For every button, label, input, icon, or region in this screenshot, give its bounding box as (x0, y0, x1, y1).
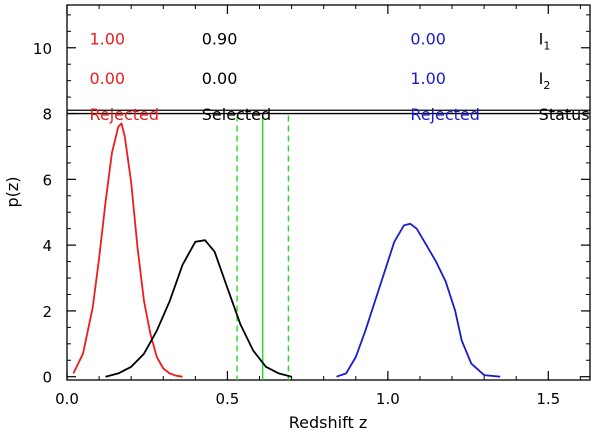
table-cell: 1.00 (89, 29, 125, 48)
selection-lines (236, 115, 290, 380)
plot-border (66, 4, 591, 381)
table-row-label: I2 (539, 69, 551, 92)
y-tick-label: 0 (42, 369, 52, 387)
y-tick-label: 10 (33, 40, 52, 58)
table-cell: 0.00 (89, 69, 125, 88)
pdf-curve-1 (72, 122, 183, 378)
x-tick-label: 1.0 (376, 390, 400, 408)
row-label-subscript: 1 (543, 39, 550, 52)
axis-ticks: 0.0 0.5 1.0 1.5 0 2 4 6 8 10 (33, 5, 590, 408)
plot-frame (66, 4, 591, 381)
table-cell: 0.00 (410, 29, 446, 48)
axis-labels: Redshift z p(z) (3, 176, 367, 432)
y-tick-label: 6 (42, 171, 52, 189)
table-cell: 1.00 (410, 69, 446, 88)
table-cell: Rejected (410, 105, 480, 124)
x-axis-label: Redshift z (289, 413, 367, 432)
y-tick-label: 4 (42, 237, 52, 255)
table-separator (67, 109, 590, 115)
row-label-base: Status (539, 105, 590, 124)
pdf-curves (72, 122, 501, 378)
table-cell: Selected (202, 105, 271, 124)
table-row-label: I1 (539, 29, 551, 52)
y-axis-label: p(z) (3, 176, 22, 207)
status-table: 1.00 0.00 Rejected 0.90 0.00 Selected 0.00 1.00… (89, 29, 589, 124)
x-tick-label: 1.5 (536, 390, 560, 408)
y-tick-label: 8 (42, 106, 52, 124)
row-label-base: I (539, 69, 544, 88)
row-label-base: I (539, 29, 544, 48)
x-tick-label: 0.0 (55, 390, 79, 408)
pdf-curve-3 (336, 222, 501, 378)
table-cell: 0.90 (202, 29, 238, 48)
table-cell: 0.00 (202, 69, 238, 88)
y-tick-label: 2 (42, 303, 52, 321)
x-tick-label: 0.5 (215, 390, 239, 408)
row-label-subscript: 2 (543, 79, 550, 92)
table-row-label: Status (539, 105, 590, 124)
pdf-curve-2 (105, 239, 292, 378)
table-cell: Rejected (89, 105, 159, 124)
